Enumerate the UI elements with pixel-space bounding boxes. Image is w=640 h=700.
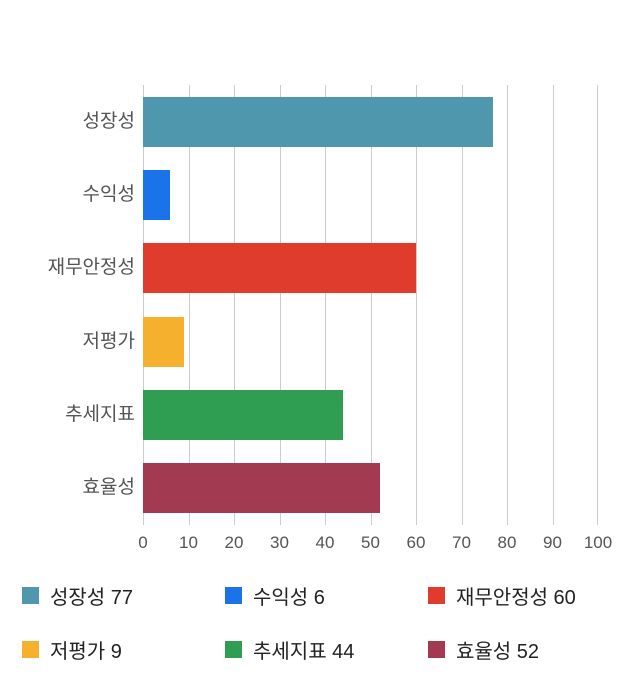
gridline: [325, 85, 326, 525]
legend-item-3: 저평가 9: [22, 636, 225, 663]
x-tick-label: 10: [179, 533, 198, 552]
legend-item-5: 효율성 52: [428, 636, 622, 663]
legend-label: 저평가 9: [50, 640, 122, 663]
category-label: 성장성: [82, 110, 135, 132]
legend-swatch: [22, 640, 39, 658]
legend-label: 추세지표 44: [253, 640, 355, 663]
x-tick-label: 70: [452, 533, 471, 552]
category-label: 재무안정성: [47, 257, 135, 279]
legend: 성장성 77 수익성 6 재무안정성 60 저평가 9 추세지표 44 효율성 52: [22, 582, 622, 663]
gridline: [461, 85, 463, 525]
bar-1: [143, 170, 171, 220]
gridline: [370, 85, 372, 525]
bar-2: [143, 243, 416, 294]
legend-item-2: 재무안정성 60: [428, 582, 622, 609]
legend-swatch: [428, 640, 445, 658]
gridline: [234, 85, 235, 525]
x-tick-label: 40: [315, 533, 335, 552]
legend-swatch: [225, 640, 242, 658]
category-label: 저평가: [82, 330, 135, 352]
category-label: 추세지표: [65, 404, 135, 425]
legend-swatch: [225, 586, 242, 604]
gridline: [188, 85, 190, 525]
legend-label: 효율성 52: [456, 640, 540, 663]
gridline: [279, 85, 281, 525]
legend-item-1: 수익성 6: [225, 582, 428, 609]
x-tick-label: 20: [224, 533, 244, 552]
legend-item-0: 성장성 77: [22, 582, 225, 609]
x-tick-label: 90: [543, 533, 562, 552]
gridline: [507, 85, 508, 525]
x-tick-label: 30: [270, 533, 289, 552]
gridline: [552, 85, 554, 525]
category-label: 수익성: [82, 184, 135, 205]
gridline: [597, 85, 598, 525]
x-tick-label: 60: [406, 533, 426, 552]
bar-4: [143, 390, 344, 440]
x-tick-label: 80: [497, 533, 517, 552]
bar-0: [143, 96, 494, 147]
x-tick-label: 50: [361, 533, 380, 552]
legend-swatch: [22, 586, 39, 604]
bar-5: [143, 463, 380, 514]
category-label: 효율성: [82, 477, 135, 499]
gridline: [416, 85, 417, 525]
legend-item-4: 추세지표 44: [225, 636, 428, 663]
legend-label: 성장성 77: [50, 586, 134, 609]
legend-label: 재무안정성 60: [456, 586, 576, 609]
x-tick-label: 0: [138, 533, 148, 552]
legend-swatch: [428, 586, 445, 604]
x-axis-labels: 0 10 20 30 40 50 60 70 80 90 100: [138, 531, 612, 555]
gridline: [143, 85, 144, 525]
plot-area: [143, 85, 598, 525]
legend-label: 수익성 6: [253, 586, 325, 609]
x-tick-label: 100: [583, 533, 613, 552]
bar-3: [143, 316, 184, 367]
